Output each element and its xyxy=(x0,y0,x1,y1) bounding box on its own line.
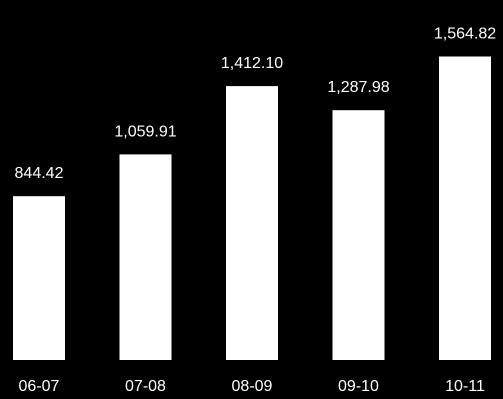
category-label-06-07: 06-07 xyxy=(19,378,60,395)
data-label-10-11: 1,564.82 xyxy=(434,26,496,43)
bar-10-11 xyxy=(439,56,491,360)
bar-09-10 xyxy=(332,110,385,360)
data-label-06-07: 844.42 xyxy=(15,165,64,182)
data-label-08-09: 1,412.10 xyxy=(221,55,283,72)
bar-06-07 xyxy=(13,196,65,360)
category-label-08-09: 08-09 xyxy=(232,378,273,395)
data-label-07-08: 1,059.91 xyxy=(114,123,176,140)
bar-08-09 xyxy=(226,86,278,360)
category-label-09-10: 09-10 xyxy=(338,378,379,395)
data-label-09-10: 1,287.98 xyxy=(327,79,389,96)
category-label-07-08: 07-08 xyxy=(125,378,166,395)
category-label-10-11: 10-11 xyxy=(445,378,485,395)
bar-07-08 xyxy=(119,154,172,360)
